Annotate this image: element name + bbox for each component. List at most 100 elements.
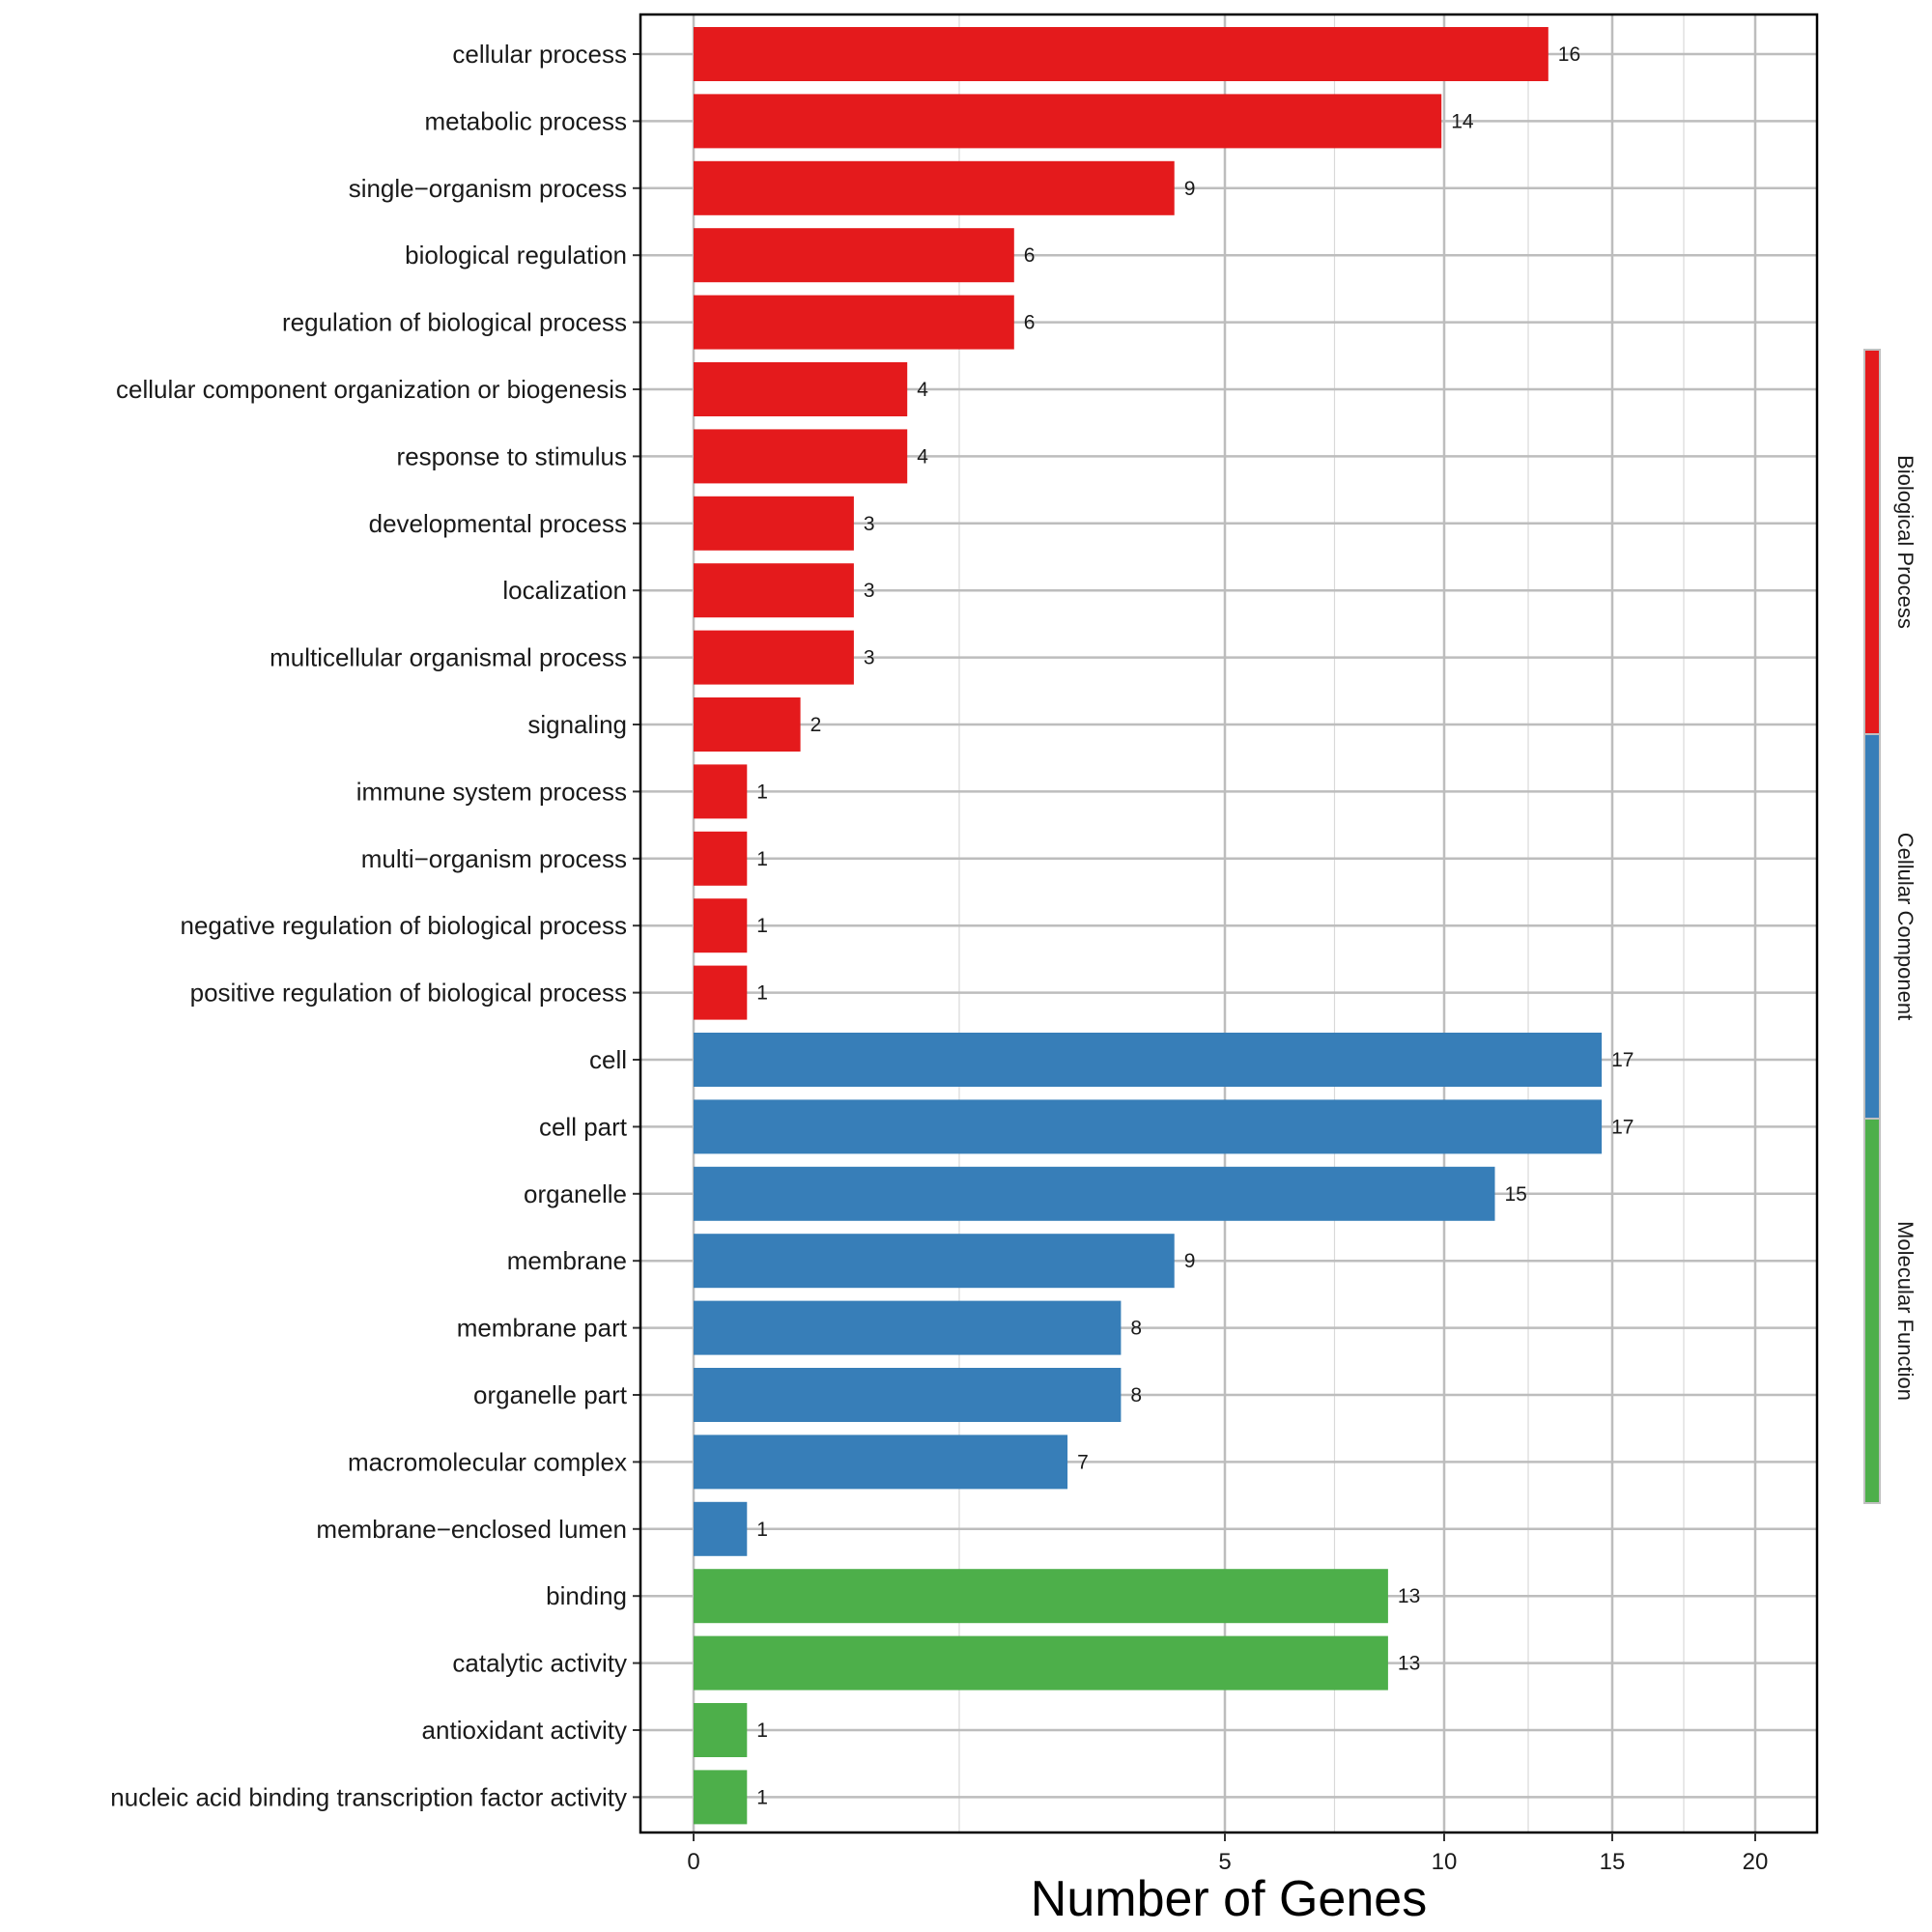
legend-swatch — [1863, 349, 1881, 735]
y-tick-label: nucleic acid binding transcription facto… — [110, 1782, 627, 1811]
data-label: 3 — [864, 580, 875, 602]
bar — [694, 295, 1014, 350]
data-label: 1 — [756, 781, 768, 803]
bar — [694, 965, 748, 1020]
y-tick-label: biological regulation — [405, 241, 627, 270]
bar — [694, 362, 908, 416]
x-tick-label: 15 — [1600, 1849, 1626, 1875]
x-tick-label: 10 — [1432, 1849, 1458, 1875]
group-legend-strip: Biological Process Cellular Component Mole… — [1863, 349, 1918, 1504]
data-label: 7 — [1077, 1451, 1089, 1473]
legend-swatch — [1863, 733, 1881, 1120]
data-label: 8 — [1130, 1384, 1142, 1406]
data-label: 2 — [810, 714, 822, 736]
data-label: 15 — [1505, 1183, 1527, 1206]
plot-panel-border — [639, 13, 1819, 1834]
bar — [694, 831, 748, 886]
x-tick-label: 5 — [1218, 1849, 1231, 1875]
bar — [694, 1234, 1175, 1289]
data-label: 9 — [1184, 178, 1196, 200]
data-label: 1 — [756, 848, 768, 870]
bar — [694, 1703, 748, 1757]
bar — [694, 160, 1175, 215]
bar — [694, 228, 1014, 283]
legend-label: Biological Process — [1893, 455, 1918, 629]
bar — [694, 898, 748, 953]
y-tick-label: positive regulation of biological proces… — [190, 979, 627, 1008]
y-tick-label: multi−organism process — [361, 844, 627, 873]
y-tick-label: immune system process — [356, 777, 627, 806]
bar — [694, 630, 854, 685]
data-label: 3 — [864, 513, 875, 535]
data-label: 4 — [917, 379, 928, 401]
data-label: 1 — [756, 1519, 768, 1541]
data-label: 16 — [1558, 43, 1580, 66]
y-tick-label: signaling — [527, 710, 627, 739]
bar — [694, 1368, 1122, 1422]
data-label: 9 — [1184, 1250, 1196, 1272]
bar — [694, 429, 908, 484]
bar — [694, 1166, 1495, 1221]
y-tick-label: developmental process — [369, 509, 627, 538]
bar — [694, 1635, 1388, 1690]
y-tick-label: metabolic process — [424, 106, 627, 135]
y-tick-label: macromolecular complex — [348, 1447, 627, 1476]
bar — [694, 764, 748, 819]
y-tick-label: membrane part — [457, 1314, 628, 1343]
legend-label: Cellular Component — [1893, 833, 1918, 1020]
data-label: 13 — [1398, 1653, 1420, 1675]
bar — [694, 27, 1548, 81]
data-label: 1 — [756, 1786, 768, 1808]
y-tick-label: response to stimulus — [397, 441, 627, 470]
y-tick-label: regulation of biological process — [282, 308, 627, 337]
y-tick-label: multicellular organismal process — [270, 643, 627, 672]
y-tick-label: catalytic activity — [452, 1649, 627, 1678]
y-tick-label: cellular process — [452, 40, 627, 69]
y-tick-label: organelle part — [473, 1380, 628, 1409]
data-label: 6 — [1024, 244, 1036, 267]
y-tick-label: negative regulation of biological proces… — [180, 911, 627, 940]
data-label: 4 — [917, 445, 928, 468]
bar — [694, 697, 801, 752]
bar — [694, 94, 1442, 149]
y-tick-label: antioxidant activity — [422, 1716, 627, 1745]
x-axis-title: Number of Genes — [1031, 1871, 1427, 1927]
grid-layer — [640, 14, 1817, 1833]
legend-label: Molecular Function — [1893, 1221, 1918, 1401]
data-label: 14 — [1451, 110, 1474, 132]
bar — [694, 563, 854, 618]
data-label: 8 — [1130, 1318, 1142, 1340]
data-label: 3 — [864, 647, 875, 669]
bar — [694, 496, 854, 551]
bar — [694, 1435, 1068, 1490]
bar-layer — [694, 27, 1603, 1825]
y-tick-label: membrane — [507, 1246, 627, 1275]
y-tick-label: organelle — [524, 1179, 627, 1208]
y-tick-label: cell — [589, 1045, 627, 1074]
data-label: 1 — [756, 915, 768, 937]
data-label: 17 — [1611, 1116, 1634, 1138]
data-label: 1 — [756, 982, 768, 1005]
bar — [694, 1569, 1388, 1624]
x-tick-label: 20 — [1743, 1849, 1769, 1875]
y-tick-label: localization — [502, 576, 627, 605]
y-tick-label: cell part — [539, 1112, 628, 1141]
x-tick-label: 0 — [687, 1849, 699, 1875]
bar — [694, 1300, 1122, 1355]
y-tick-label: binding — [546, 1581, 627, 1610]
data-label: 6 — [1024, 312, 1036, 334]
plot-panel-background — [640, 14, 1817, 1833]
bar — [694, 1099, 1603, 1154]
y-tick-label: cellular component organization or bioge… — [116, 375, 627, 404]
data-label: 17 — [1611, 1049, 1634, 1071]
bar — [694, 1033, 1603, 1087]
y-tick-label: membrane−enclosed lumen — [316, 1515, 627, 1544]
y-tick-label: single−organism process — [349, 174, 627, 203]
data-label: 1 — [756, 1719, 768, 1742]
x-axis-ticks: 0 5 10 15 20 — [687, 1833, 1768, 1875]
legend-swatch — [1863, 1118, 1881, 1504]
bar — [694, 1501, 748, 1556]
data-label: 13 — [1398, 1585, 1420, 1607]
